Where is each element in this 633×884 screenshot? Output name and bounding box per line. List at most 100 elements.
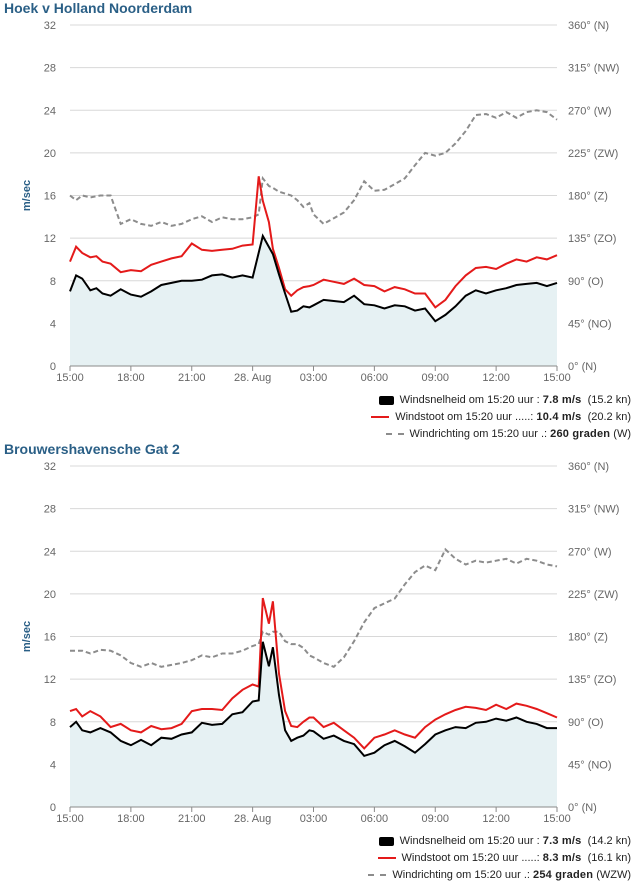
legend-direction-label: Windrichting om 15:20 uur .: [409,428,551,440]
x-tick-label: 12:00 [482,813,510,825]
station-panel-1: Brouwershavensche Gat 2 0 4 8 12 16 20 24 28 32 0… [0,441,633,881]
y-tick-label: 20 [44,148,56,160]
y2-tick-label: 0° (N) [568,361,597,373]
legend-speed-value: 7.8 m/s [542,394,582,406]
x-tick-label: 06:00 [361,813,389,825]
y-tick-label: 32 [44,20,56,32]
legend-direction-value: 254 graden [533,869,594,881]
legend-row-gust[interactable]: Windstoot om 15:20 uur .....: 10.4 m/s (… [371,409,631,426]
y2-tick-label: 0° (N) [568,802,597,814]
legend-row-direction[interactable]: Windrichting om 15:20 uur .: 260 graden … [371,426,631,443]
y-axis-label: m/sec [21,180,33,211]
x-tick-label: 09:00 [421,372,449,384]
y2-tick-label: 45° (NO) [568,759,612,771]
y2-tick-label: 90° (O) [568,276,604,288]
x-tick-label: 12:00 [482,372,510,384]
x-tick-label: 28. Aug [234,813,271,825]
y2-tick-label: 270° (W) [568,105,612,117]
wind-gust-line [69,176,558,309]
y2-tick-label: 315° (NW) [568,504,619,516]
y2-tick-label: 135° (ZO) [568,233,616,245]
chart-legend-1: Windsnelheid om 15:20 uur : 7.3 m/s (14.… [368,833,631,884]
y2-tick-label: 180° (Z) [568,191,608,203]
legend-row-speed[interactable]: Windsnelheid om 15:20 uur : 7.3 m/s (14.… [368,833,631,850]
x-tick-label: 18:00 [117,372,145,384]
station-title: Brouwershavensche Gat 2 [4,441,180,457]
y-tick-label: 28 [44,504,56,516]
legend-direction-compass: (W) [613,428,631,440]
wind-speed-line [69,641,557,758]
y-tick-label: 24 [44,105,56,117]
legend-direction-marker [385,433,404,436]
wind-speed-line [69,233,558,323]
y2-tick-label: 225° (ZW) [568,148,618,160]
legend-speed-label: Windsnelheid om 15:20 uur : [399,835,543,847]
legend-direction-compass: (WZW) [596,869,631,881]
y2-tick-label: 180° (Z) [568,632,608,644]
x-tick-label: 21:00 [178,813,206,825]
y-tick-label: 12 [44,674,56,686]
x-tick-label: 15:00 [543,372,571,384]
y2-tick-label: 270° (W) [568,546,612,558]
y2-tick-label: 315° (NW) [568,63,619,75]
y2-tick-label: 90° (O) [568,717,604,729]
wind-gust-line [69,597,558,750]
legend-gust-marker [377,857,396,860]
x-tick-label: 09:00 [421,813,449,825]
y-axis-label: m/sec [21,621,33,652]
y-tick-label: 4 [50,759,56,771]
x-tick-label: 15:00 [543,813,571,825]
legend-direction-value: 260 graden [550,428,611,440]
y-tick-label: 28 [44,63,56,75]
x-tick-label: 06:00 [361,372,389,384]
legend-gust-knots: (16.1 kn) [587,852,631,864]
legend-speed-knots: (15.2 kn) [587,394,631,406]
y-tick-label: 16 [44,632,56,644]
legend-speed-label: Windsnelheid om 15:20 uur : [399,394,543,406]
x-tick-label: 15:00 [56,813,84,825]
x-tick-label: 03:00 [300,813,328,825]
y-tick-label: 32 [44,461,56,473]
legend-gust-label: Windstoot om 15:20 uur .....: [401,852,543,864]
wind-speed-area [70,236,557,366]
y-tick-label: 24 [44,546,56,558]
chart-legend-0: Windsnelheid om 15:20 uur : 7.8 m/s (15.… [371,392,631,443]
y-tick-label: 0 [50,802,56,814]
station-panel-0: Hoek v Holland Noorderdam 0 4 8 12 16 20 24 28 3… [0,0,633,440]
legend-direction-marker [368,874,387,877]
wind-chart-1: 0 4 8 12 16 20 24 28 32 0° (N) 45° (NO) 90° (O) 135°… [21,461,619,825]
y-tick-label: 16 [44,191,56,203]
legend-gust-knots: (20.2 kn) [587,411,631,423]
legend-gust-value: 10.4 m/s [536,411,582,423]
legend-direction-label: Windrichting om 15:20 uur .: [392,869,534,881]
y2-tick-label: 225° (ZW) [568,589,618,601]
wind-direction-line [70,547,558,668]
legend-gust-value: 8.3 m/s [542,852,582,864]
x-tick-label: 28. Aug [234,372,271,384]
legend-speed-marker [378,836,394,846]
y-tick-label: 8 [50,717,56,729]
legend-row-speed[interactable]: Windsnelheid om 15:20 uur : 7.8 m/s (15.… [371,392,631,409]
y-tick-label: 20 [44,589,56,601]
legend-gust-label: Windstoot om 15:20 uur .....: [395,411,537,423]
legend-gust-marker [371,416,390,419]
wind-direction-line [69,109,558,227]
y2-tick-label: 45° (NO) [568,318,612,330]
legend-row-gust[interactable]: Windstoot om 15:20 uur .....: 8.3 m/s (1… [368,850,631,867]
y2-tick-label: 360° (N) [568,461,609,473]
legend-speed-knots: (14.2 kn) [587,835,631,847]
y-tick-label: 12 [44,233,56,245]
legend-speed-marker [378,395,394,405]
y2-tick-label: 360° (N) [568,20,609,32]
station-title: Hoek v Holland Noorderdam [4,0,193,16]
y-tick-label: 8 [50,276,56,288]
y2-tick-label: 135° (ZO) [568,674,616,686]
x-tick-label: 18:00 [117,813,145,825]
y-tick-label: 4 [50,318,56,330]
wind-speed-area [70,641,557,807]
x-tick-label: 15:00 [56,372,84,384]
y-tick-label: 0 [50,361,56,373]
legend-row-direction[interactable]: Windrichting om 15:20 uur .: 254 graden … [368,867,631,884]
x-tick-label: 21:00 [178,372,206,384]
legend-speed-value: 7.3 m/s [542,835,582,847]
